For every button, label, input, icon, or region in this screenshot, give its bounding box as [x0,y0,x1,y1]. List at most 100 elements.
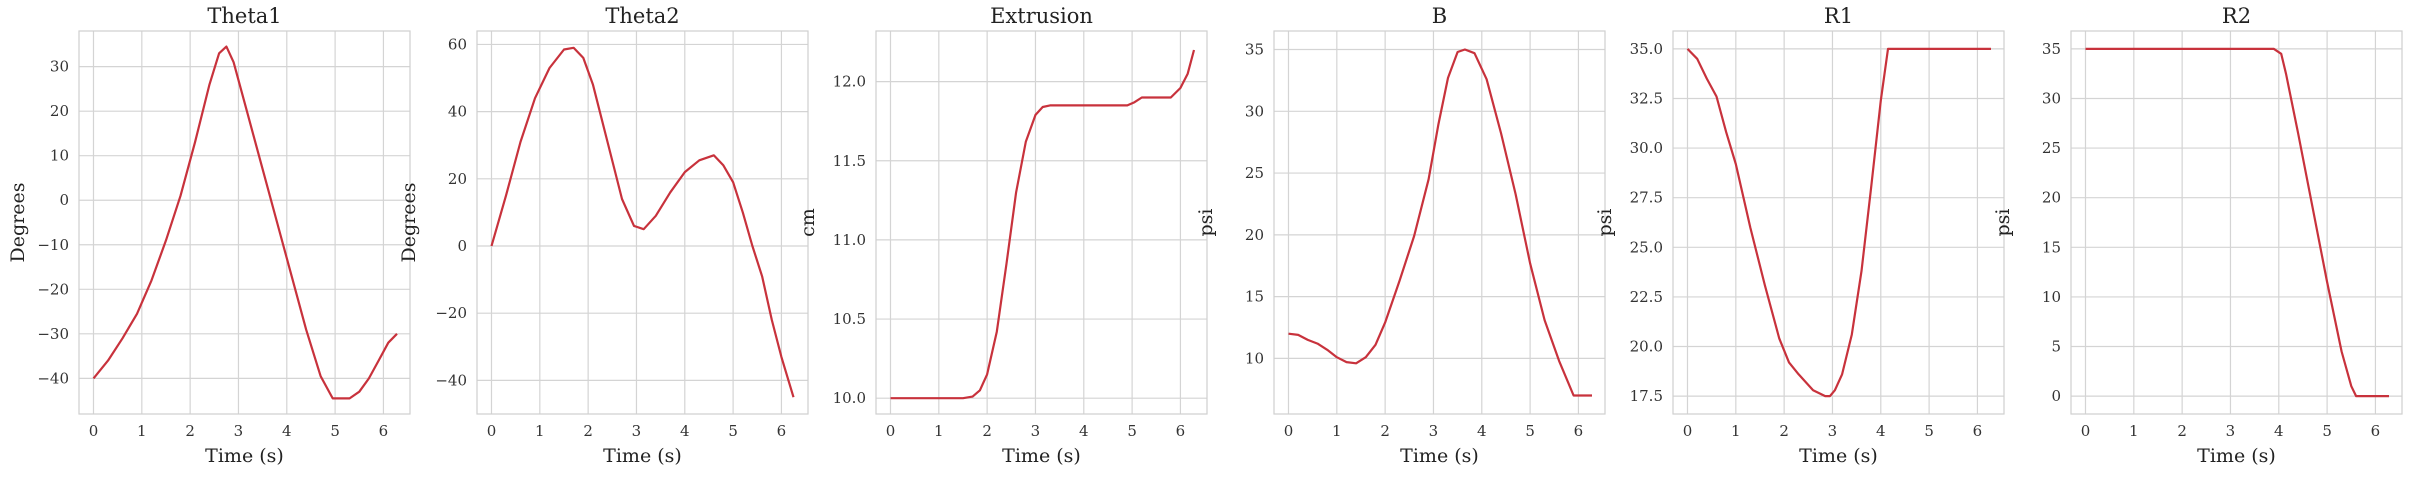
x-tick-label: 3 [234,422,244,440]
x-tick-label: 1 [1332,422,1342,440]
chart-extrusion: 0 1 2 3 4 5 6 10.0 10.5 11.0 11.5 12.0 Extrusion Time… [797,4,1208,467]
y-tick-label: 15 [2042,238,2061,256]
chart-title: Theta1 [207,4,281,28]
x-tick-label: 6 [1176,422,1186,440]
y-tick-label: 10 [2042,288,2061,306]
y-tick-label: 25 [1245,164,1264,182]
chart-title: Extrusion [990,4,1093,28]
x-tick-label: 1 [1731,422,1741,440]
x-tick-label: 3 [632,422,642,440]
y-tick-label: 20.0 [1630,338,1663,356]
y-axis-label: Degrees [7,183,29,263]
y-tick-label: 25 [2042,139,2061,157]
y-axis-label: Degrees [398,183,420,263]
plot-frame [476,30,809,415]
x-axis-label: Time (s) [1002,445,1081,467]
x-tick-label: 2 [185,422,195,440]
y-tick-label: 20 [448,170,467,188]
x-tick-label: 5 [330,422,340,440]
y-tick-label: −20 [37,280,69,298]
x-tick-label: 2 [1779,422,1789,440]
y-tick-label: 0 [59,191,69,209]
series-line [2085,47,2389,398]
x-tick-label: 6 [1973,422,1983,440]
chart-theta1: 0 1 2 3 4 5 6 −40 −30 −20 −10 0 10 20 30 Theta1 Time (s)… [7,4,411,467]
y-tick-label: 10 [50,147,69,165]
x-tick-label: 0 [1284,422,1294,440]
y-tick-label: 11.0 [833,231,866,249]
y-tick-label: 60 [448,35,467,53]
x-tick-label: 0 [886,422,896,440]
series-line [1288,48,1592,397]
series-line [490,46,795,398]
x-tick-label: 0 [2081,422,2091,440]
x-tick-label: 1 [934,422,944,440]
x-tick-label: 2 [583,422,593,440]
y-tick-label: −40 [37,369,69,387]
y-tick-label: 30 [1245,102,1264,120]
y-axis-label: psi [1594,209,1616,237]
plot-frame [1273,30,1606,415]
y-tick-label: −30 [37,325,69,343]
y-tick-label: −40 [435,371,467,389]
x-tick-label: 6 [2371,422,2381,440]
y-tick-label: 25.0 [1630,238,1663,256]
plot-frame [1672,30,2005,415]
y-tick-label: 32.5 [1630,89,1663,107]
series-line [890,49,1196,400]
y-tick-label: 0 [2051,387,2061,405]
x-tick-label: 3 [2226,422,2236,440]
y-tick-label: 30.0 [1630,139,1663,157]
y-tick-label: 10.0 [833,389,866,407]
plot-frame [2070,30,2403,415]
y-tick-label: 10 [1245,349,1264,367]
x-tick-label: 1 [137,422,147,440]
y-tick-label: 12.0 [833,73,866,91]
x-axis-label: Time (s) [1400,445,1479,467]
y-tick-label: 35 [2042,40,2061,58]
y-tick-label: 20 [50,102,69,120]
x-tick-label: 5 [2322,422,2332,440]
y-tick-label: 30 [50,58,69,76]
chart-r2: 0 1 2 3 4 5 6 0 5 10 15 20 25 30 35 R2 Time (s) psi [1992,4,2403,467]
chart-title: R2 [2222,4,2251,28]
y-tick-label: 11.5 [833,152,866,170]
chart-title: R1 [1824,4,1853,28]
x-tick-label: 4 [1079,422,1089,440]
x-tick-label: 0 [89,422,99,440]
y-axis-label: psi [1195,209,1217,237]
chart-title: B [1432,4,1447,28]
x-tick-label: 2 [982,422,992,440]
y-tick-label: 15 [1245,288,1264,306]
x-tick-label: 1 [2129,422,2139,440]
x-tick-label: 4 [282,422,292,440]
y-tick-label: 0 [457,237,467,255]
y-tick-label: −20 [435,304,467,322]
x-tick-label: 6 [1574,422,1584,440]
x-axis-label: Time (s) [205,445,284,467]
x-tick-label: 0 [1683,422,1693,440]
y-tick-label: 10.5 [833,310,866,328]
y-tick-label: 30 [2042,89,2061,107]
y-tick-label: 20 [2042,189,2061,207]
chart-b: 0 1 2 3 4 5 6 10 15 20 25 30 35 B Time (s) psi [1195,4,1606,467]
x-axis-label: Time (s) [2197,445,2276,467]
x-tick-label: 2 [2177,422,2187,440]
y-axis-label: psi [1992,209,2014,237]
x-axis-label: Time (s) [603,445,682,467]
x-tick-label: 6 [777,422,787,440]
x-tick-label: 5 [1525,422,1535,440]
x-tick-label: 3 [1031,422,1041,440]
x-tick-label: 3 [1429,422,1439,440]
y-tick-label: 20 [1245,226,1264,244]
chart-title: Theta2 [605,4,679,28]
y-tick-label: 27.5 [1630,189,1663,207]
x-tick-label: 5 [1924,422,1934,440]
y-tick-label: 5 [2051,338,2061,356]
series-line [92,45,398,400]
x-tick-label: 4 [2274,422,2284,440]
x-tick-label: 4 [1876,422,1886,440]
y-axis-label: cm [797,208,819,237]
x-tick-label: 6 [379,422,389,440]
